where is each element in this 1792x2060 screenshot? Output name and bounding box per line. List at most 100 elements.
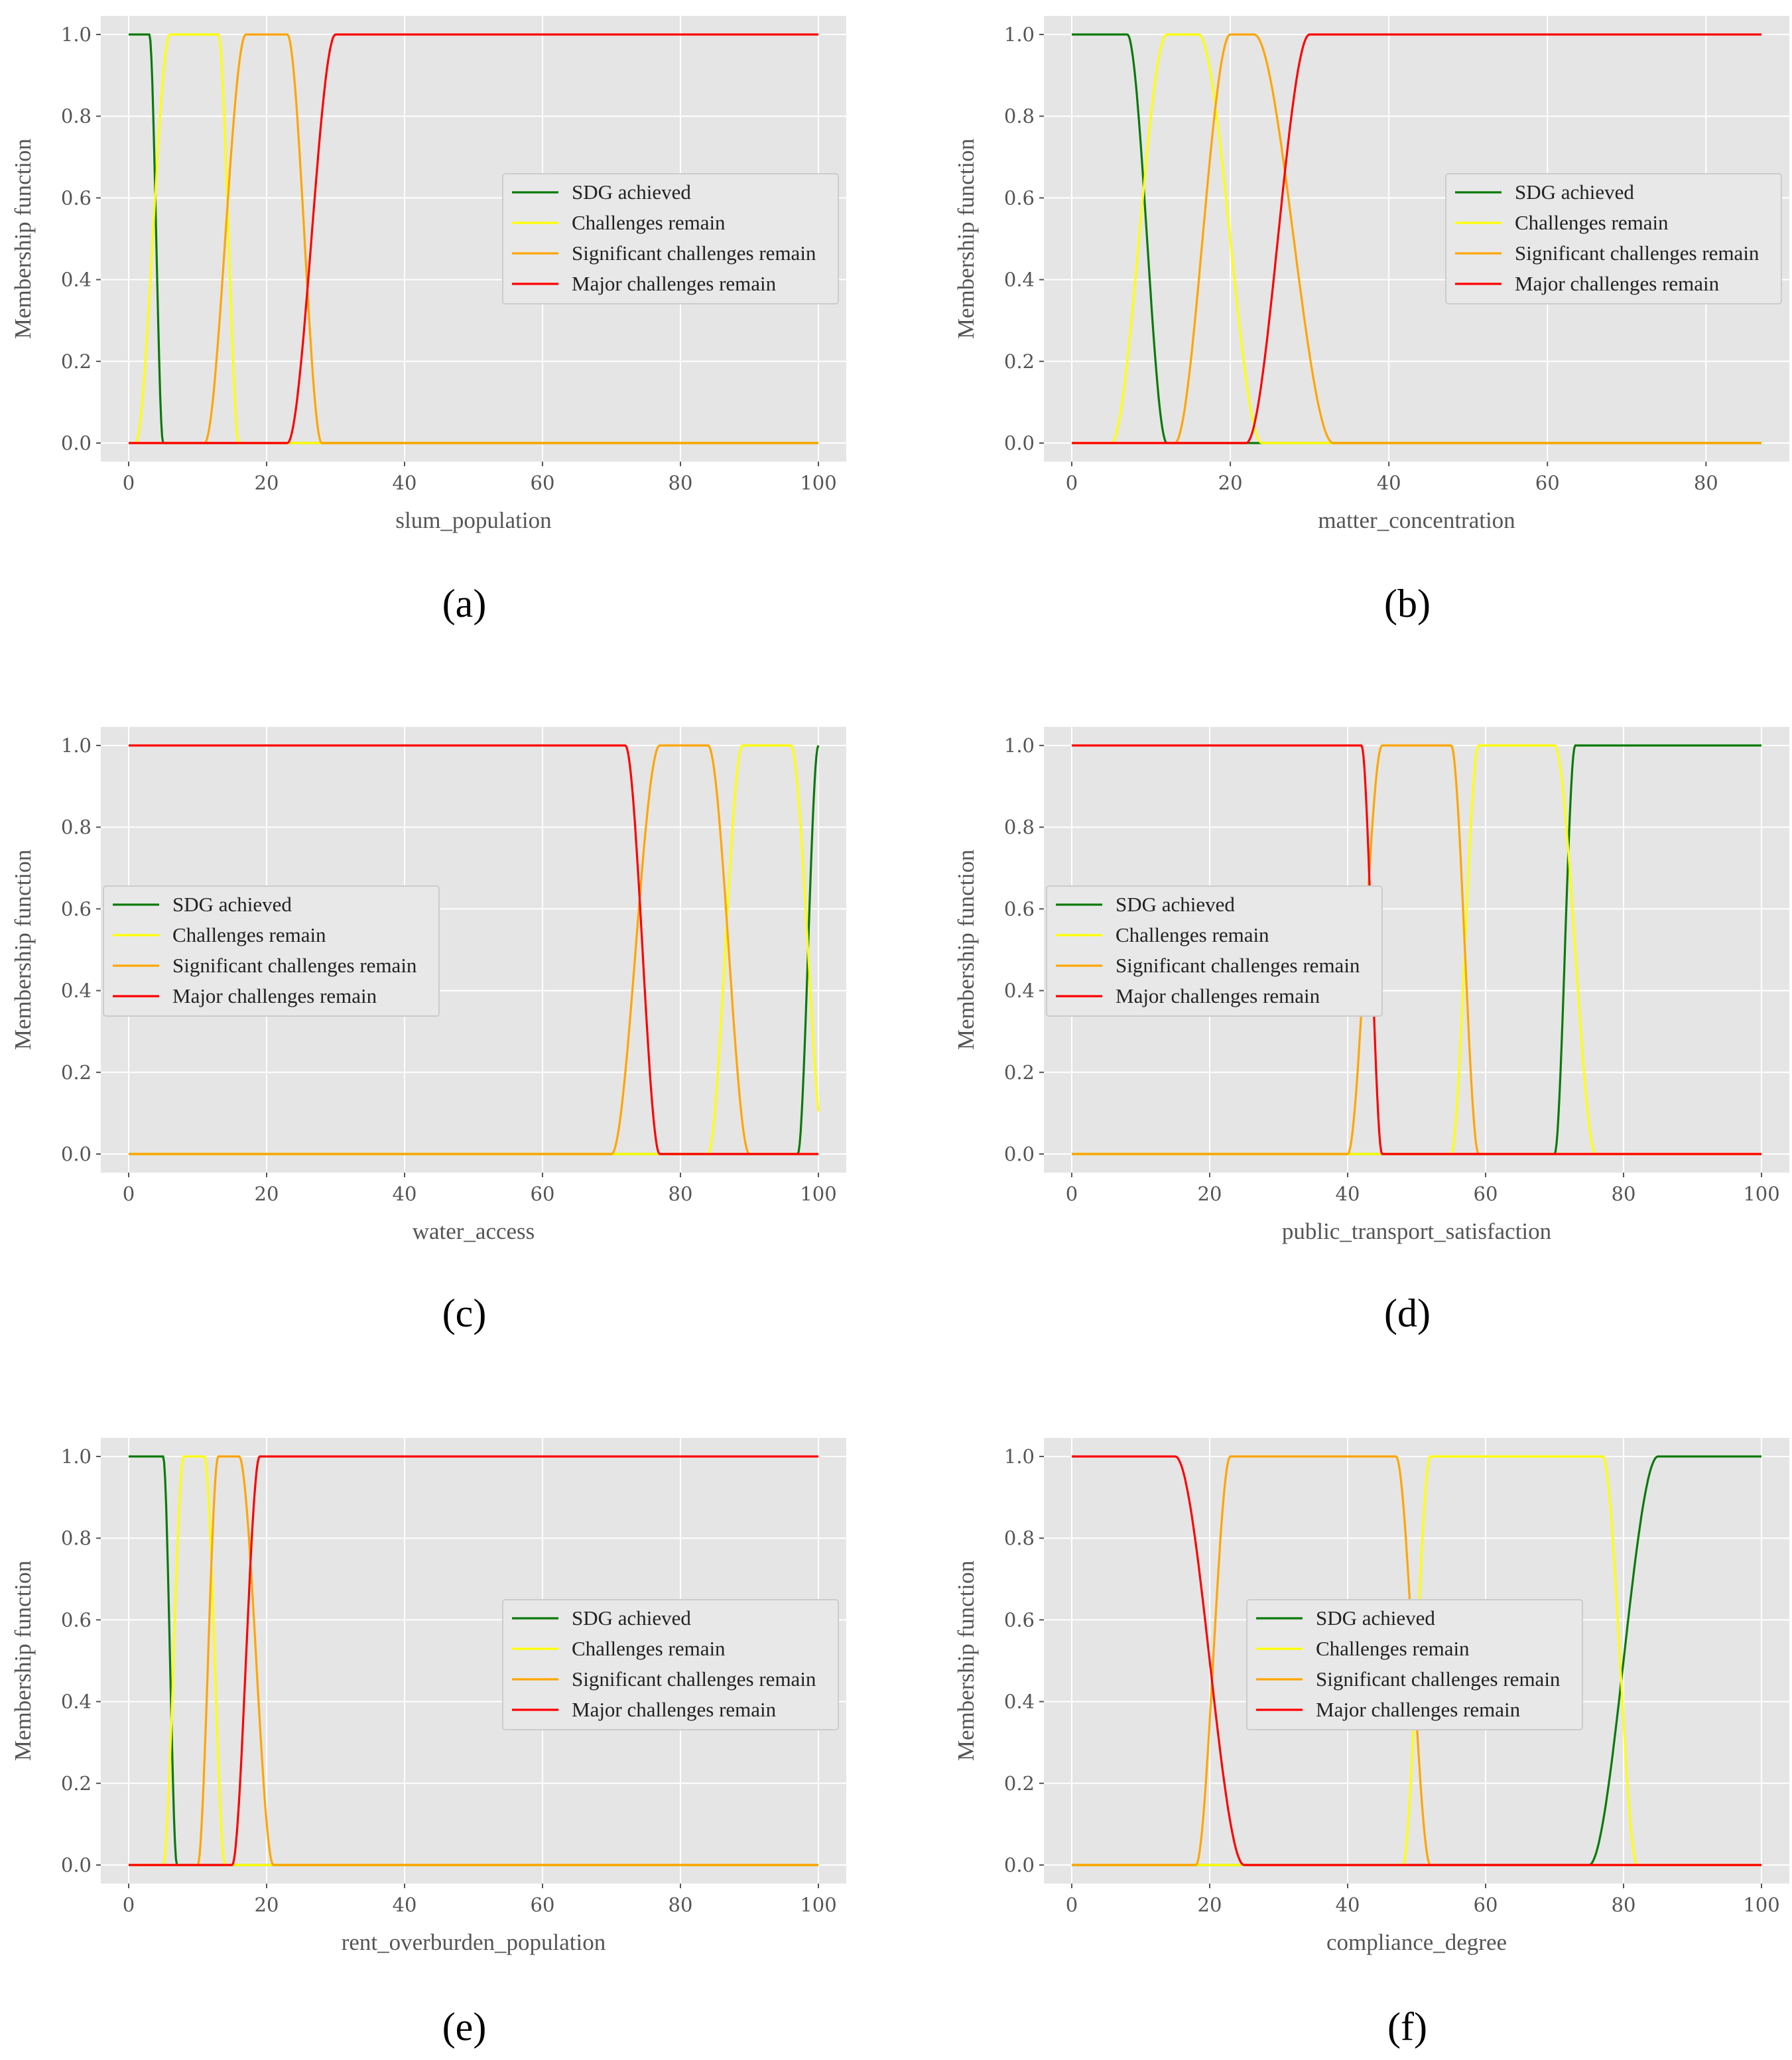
x-tick-label: 40 bbox=[393, 1183, 417, 1205]
legend-entry: Significant challenges remain bbox=[1116, 954, 1360, 977]
x-axis-label: matter_concentration bbox=[1318, 507, 1515, 533]
legend-entry: SDG achieved bbox=[172, 893, 292, 916]
y-tick-label: 0.2 bbox=[1004, 350, 1035, 373]
x-tick-label: 100 bbox=[800, 1183, 836, 1205]
y-tick-label: 0.2 bbox=[1004, 1061, 1035, 1084]
y-tick-label: 0.0 bbox=[1004, 432, 1035, 454]
y-axis-label: Membership function bbox=[953, 1561, 979, 1761]
legend: SDG achieved Challenges remain Significant… bbox=[502, 1599, 839, 1730]
x-axis-label: rent_overburden_population bbox=[342, 1929, 606, 1955]
y-tick-label: 0.8 bbox=[61, 105, 92, 127]
panel-f: 0 20 40 60 80 100 0.0 0.2 0.4 0.6 0.8 1.0 compliance… bbox=[953, 1438, 1789, 2049]
x-tick-label: 100 bbox=[1743, 1183, 1779, 1205]
legend-entry: Significant challenges remain bbox=[1316, 1667, 1561, 1691]
series-line-significant-challenges-remain bbox=[128, 33, 819, 444]
x-axis-label: water_access bbox=[413, 1218, 535, 1244]
legend-box bbox=[502, 173, 839, 304]
x-tick-label: 80 bbox=[669, 472, 693, 494]
x-tick-label: 0 bbox=[123, 1183, 135, 1205]
y-tick-label: 1.0 bbox=[1004, 23, 1035, 46]
x-tick-label: 40 bbox=[393, 472, 417, 494]
panel-a: 0 20 40 60 80 100 0.0 0.2 0.4 0.6 0.8 1.0 slum_popul… bbox=[10, 16, 846, 625]
legend-box bbox=[502, 1599, 839, 1730]
legend: SDG achieved Challenges remain Significant… bbox=[1046, 885, 1383, 1017]
y-tick-label: 0.6 bbox=[61, 1608, 92, 1631]
x-tick-label: 40 bbox=[1336, 1894, 1360, 1916]
y-axis-label: Membership function bbox=[10, 1561, 36, 1761]
legend-entry: SDG achieved bbox=[1316, 1606, 1435, 1630]
y-tick-label: 0.6 bbox=[61, 186, 92, 209]
y-axis-label: Membership function bbox=[10, 850, 36, 1050]
legend-entry: Major challenges remain bbox=[572, 272, 777, 295]
y-tick-label: 0.4 bbox=[61, 269, 92, 291]
x-tick-label: 20 bbox=[1218, 472, 1243, 494]
legend-entry: Challenges remain bbox=[172, 923, 326, 946]
legend-box bbox=[1246, 1599, 1583, 1730]
legend-entry: Major challenges remain bbox=[1515, 272, 1720, 295]
legend-entry: Significant challenges remain bbox=[572, 241, 816, 265]
y-tick-label: 0.6 bbox=[1004, 186, 1035, 209]
panel-label: (f) bbox=[1387, 2005, 1427, 2049]
legend-entry: Challenges remain bbox=[572, 211, 726, 234]
x-tick-label: 0 bbox=[1066, 1183, 1078, 1205]
x-tick-label: 80 bbox=[669, 1894, 693, 1916]
legend-entry: Challenges remain bbox=[572, 1637, 726, 1660]
legend-box bbox=[1046, 885, 1383, 1017]
x-tick-label: 20 bbox=[255, 1894, 279, 1916]
panel-d: 0 20 40 60 80 100 0.0 0.2 0.4 0.6 0.8 1.0 public_tra… bbox=[953, 727, 1789, 1335]
legend-entry: Major challenges remain bbox=[172, 984, 377, 1007]
y-tick-label: 0.8 bbox=[1004, 816, 1035, 838]
legend-entry: Significant challenges remain bbox=[1515, 241, 1760, 265]
x-tick-label: 100 bbox=[800, 472, 836, 494]
legend-entry: Significant challenges remain bbox=[572, 1667, 816, 1691]
y-tick-label: 0.2 bbox=[1004, 1772, 1035, 1795]
x-tick-label: 20 bbox=[255, 1183, 279, 1205]
y-tick-label: 0.4 bbox=[61, 980, 92, 1002]
x-axis-label: slum_population bbox=[395, 507, 551, 533]
legend-box bbox=[103, 885, 440, 1017]
legend: SDG achieved Challenges remain Significant… bbox=[502, 173, 839, 304]
x-tick-label: 40 bbox=[1377, 472, 1401, 494]
series-line-significant-challenges-remain bbox=[1071, 33, 1762, 444]
legend-box bbox=[1445, 173, 1782, 304]
x-tick-label: 80 bbox=[1612, 1894, 1636, 1916]
x-tick-label: 100 bbox=[1743, 1894, 1779, 1916]
y-tick-label: 0.2 bbox=[61, 1772, 92, 1795]
y-tick-label: 0.4 bbox=[61, 1691, 92, 1713]
y-tick-label: 0.4 bbox=[1004, 980, 1035, 1002]
panel-label: (a) bbox=[442, 582, 487, 625]
x-tick-label: 60 bbox=[1474, 1183, 1498, 1205]
panel-e: 0 20 40 60 80 100 0.0 0.2 0.4 0.6 0.8 1.0 rent_overb… bbox=[10, 1438, 846, 2049]
x-tick-label: 60 bbox=[531, 1894, 555, 1916]
series-line-major-challenges-remain bbox=[128, 1455, 819, 1866]
y-tick-label: 0.0 bbox=[61, 1143, 92, 1165]
x-tick-label: 0 bbox=[1066, 472, 1078, 494]
legend: SDG achieved Challenges remain Significant… bbox=[1445, 173, 1782, 304]
y-tick-label: 0.8 bbox=[61, 816, 92, 838]
legend-entry: Major challenges remain bbox=[1316, 1698, 1521, 1721]
x-axis-label: compliance_degree bbox=[1326, 1929, 1507, 1955]
legend-entry: Challenges remain bbox=[1116, 923, 1269, 946]
x-tick-label: 20 bbox=[1198, 1894, 1222, 1916]
legend-entry: Major challenges remain bbox=[572, 1698, 777, 1721]
y-tick-label: 0.0 bbox=[1004, 1854, 1035, 1876]
legend-entry: Challenges remain bbox=[1515, 211, 1669, 234]
x-tick-label: 60 bbox=[1474, 1894, 1498, 1916]
y-tick-label: 1.0 bbox=[61, 734, 92, 757]
legend-entry: SDG achieved bbox=[572, 1606, 691, 1630]
legend-entry: SDG achieved bbox=[1515, 180, 1634, 204]
legend-entry: Challenges remain bbox=[1316, 1637, 1470, 1660]
series-line-significant-challenges-remain bbox=[128, 744, 819, 1155]
series-line-major-challenges-remain bbox=[128, 33, 819, 444]
x-tick-label: 80 bbox=[1612, 1183, 1636, 1205]
x-tick-label: 80 bbox=[669, 1183, 693, 1205]
legend-entry: SDG achieved bbox=[572, 180, 691, 204]
y-tick-label: 0.8 bbox=[1004, 105, 1035, 127]
y-tick-label: 0.4 bbox=[1004, 269, 1035, 291]
y-tick-label: 0.8 bbox=[61, 1527, 92, 1549]
x-tick-label: 60 bbox=[531, 1183, 555, 1205]
panel-b: 0 20 40 60 80 0.0 0.2 0.4 0.6 0.8 1.0 matter_concen… bbox=[953, 16, 1789, 625]
y-tick-label: 1.0 bbox=[1004, 734, 1035, 757]
x-tick-label: 20 bbox=[255, 472, 279, 494]
x-tick-label: 60 bbox=[531, 472, 555, 494]
